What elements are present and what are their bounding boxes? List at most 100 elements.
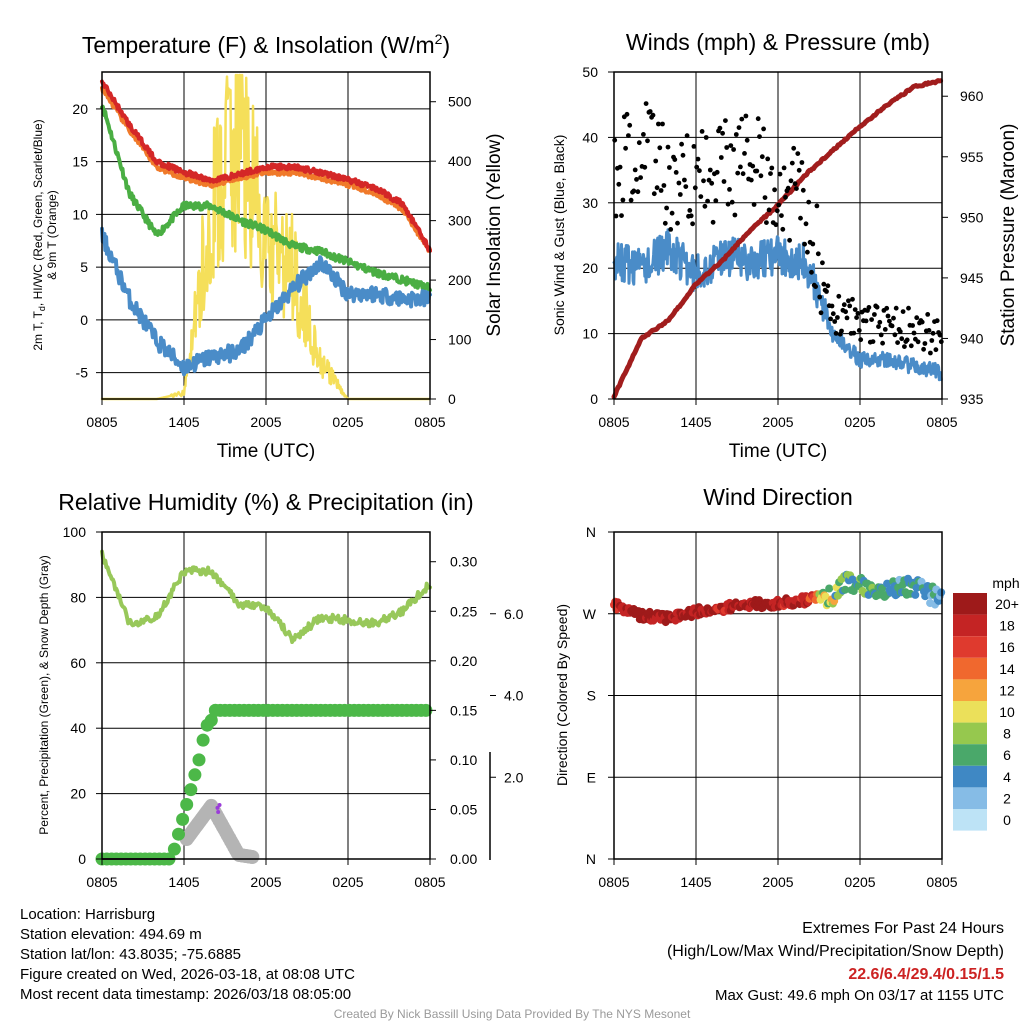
temperature-xtick-label-4: 0805 — [414, 414, 445, 430]
gust-point — [876, 324, 881, 329]
precip-ytick-label-6: 0.30 — [450, 554, 477, 570]
direction-ytick-label-0: N — [586, 851, 596, 867]
gust-point — [765, 156, 771, 162]
gust-point — [908, 343, 914, 349]
gust-point — [744, 137, 750, 143]
speed-legend-label-7: 6 — [1003, 747, 1011, 763]
snow-depth-marker — [215, 805, 220, 810]
winds-xtick-label-4: 0805 — [926, 414, 957, 430]
gust-point — [664, 205, 669, 211]
dewpoint-line — [100, 104, 432, 293]
insolation-ytick-label-0: 0 — [448, 391, 456, 407]
gust-point — [777, 171, 783, 177]
figure-created: Figure created on Wed, 2026-03-18, at 08… — [20, 966, 355, 983]
gust-point — [915, 339, 921, 345]
gust-point — [846, 298, 851, 304]
gust-point — [642, 164, 648, 170]
gust-point — [828, 316, 833, 322]
precip-ytick-label-1: 0.05 — [450, 801, 477, 817]
direction-point — [878, 584, 887, 593]
winds-xtick-label-3: 0205 — [844, 414, 875, 430]
gust-point — [759, 154, 765, 160]
gust-point — [791, 145, 797, 151]
gust-point — [740, 171, 746, 177]
humidity-title: Relative Humidity (%) & Precipitation (i… — [58, 489, 473, 515]
gust-point — [721, 179, 727, 184]
gust-point — [620, 197, 626, 203]
speed-legend-swatch-9 — [953, 787, 987, 809]
pressure-ytick-label-2: 945 — [960, 270, 984, 286]
precip-ytick-label-4: 0.20 — [450, 653, 477, 669]
gust-point — [929, 338, 935, 343]
gust-point — [731, 147, 736, 152]
speed-legend-label-4: 12 — [999, 682, 1015, 698]
gust-point — [776, 202, 782, 208]
station-location: Location: Harrisburg — [20, 906, 156, 923]
winds-xtick-label-0: 0805 — [598, 414, 629, 430]
gust-point — [641, 132, 646, 137]
gust-point — [626, 133, 631, 139]
gust-point — [751, 202, 757, 207]
gust-point — [679, 141, 684, 147]
direction-ytick-label-3: W — [583, 606, 597, 622]
gust-point — [825, 283, 831, 289]
gust-point — [764, 220, 769, 226]
gust-point — [787, 237, 792, 243]
gust-point — [789, 160, 795, 166]
gust-point — [718, 155, 724, 160]
insolation-ytick-label-5: 500 — [448, 94, 472, 110]
gust-point — [680, 152, 686, 158]
gust-point — [645, 138, 650, 144]
gust-point — [779, 213, 784, 219]
gust-point — [651, 191, 657, 197]
gust-point — [870, 339, 876, 344]
gust-point — [889, 323, 895, 329]
gust-point — [705, 198, 710, 204]
credit-line: Created By Nick Bassill Using Data Provi… — [333, 1007, 691, 1021]
precip-point — [176, 812, 190, 826]
speed-legend-label-8: 4 — [1003, 769, 1011, 785]
temperature-ytick-label-4: 15 — [72, 154, 88, 170]
temperature-panel: Temperature (F) & Insolation (W/m2) 0805… — [31, 31, 505, 462]
speed-legend-label-3: 14 — [999, 661, 1015, 677]
gust-point — [706, 177, 712, 183]
precip-point — [192, 753, 206, 767]
direction-xtick-label-0: 0805 — [598, 874, 629, 890]
windchill-line — [100, 226, 432, 377]
gust-point — [851, 330, 857, 336]
direction-xtick-label-3: 0205 — [844, 874, 875, 890]
gust-point — [933, 347, 939, 353]
gust-point — [736, 125, 742, 130]
gust-point — [643, 101, 649, 106]
gust-point — [667, 165, 672, 170]
gust-point — [695, 156, 701, 162]
pressure-ytick-label-4: 955 — [960, 149, 984, 165]
gust-point — [921, 346, 926, 352]
gust-point — [930, 330, 936, 336]
gust-point — [814, 203, 820, 209]
direction-point — [917, 577, 926, 586]
pressure-ytick-label-1: 940 — [960, 330, 984, 346]
gust-point — [690, 221, 695, 227]
winds-ytick-label-1: 10 — [582, 326, 598, 342]
gust-point — [713, 198, 719, 204]
humidity-xtick-label-0: 0805 — [86, 874, 117, 890]
gust-point — [707, 167, 713, 173]
gust-point — [682, 177, 687, 183]
gust-point — [724, 145, 730, 150]
gust-point — [650, 112, 656, 118]
winds-panel: Winds (mph) & Pressure (mb) 0805 1405 2005… — [551, 29, 1019, 462]
gust-point — [937, 332, 943, 338]
speed-legend-label-10: 0 — [1003, 812, 1011, 828]
temperature-y-axis-label-line1: 2m T, Td, HI/WC (Red, Green, Scarlet/Blu… — [31, 119, 47, 350]
gust-point — [850, 296, 855, 302]
temperature-xtick-label-2: 2005 — [250, 414, 281, 430]
gust-point — [755, 116, 761, 122]
gust-point — [675, 220, 680, 226]
direction-xtick-label-4: 0805 — [926, 874, 957, 890]
winds-ytick-label-5: 50 — [582, 64, 598, 80]
speed-legend-label-6: 8 — [1003, 726, 1011, 742]
insolation-ytick-label-3: 300 — [448, 213, 472, 229]
speed-legend-swatch-7 — [953, 744, 987, 766]
gust-point — [687, 208, 693, 213]
